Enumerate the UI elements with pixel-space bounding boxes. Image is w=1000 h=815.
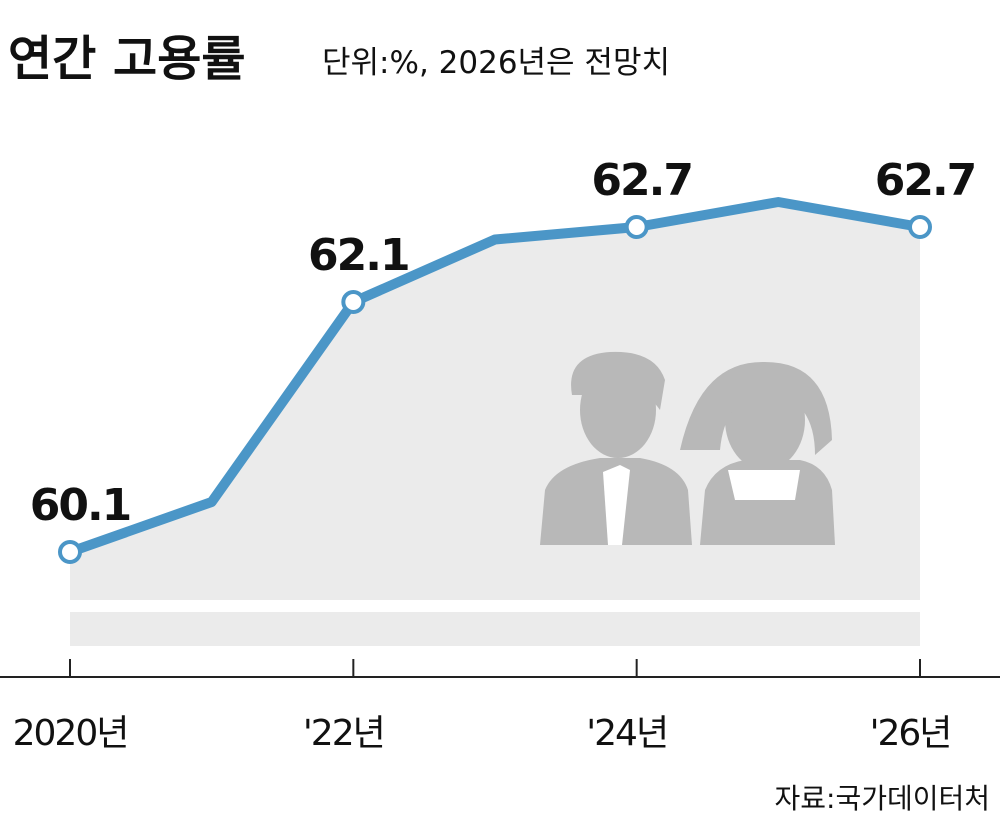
x-tick-label: '26년	[870, 713, 951, 754]
point	[341, 290, 366, 314]
man-hair	[571, 351, 665, 410]
woman-collar	[728, 470, 800, 500]
x-tick-label: '22년	[303, 713, 384, 754]
chart-subtitle: 단위:%, 2026년은 전망치	[322, 45, 670, 81]
point	[58, 540, 82, 564]
data-label: 62.1	[308, 230, 409, 281]
source: 자료:국가데이터처	[774, 782, 990, 815]
chart-title: 연간 고용률	[8, 31, 246, 87]
data-label: 62.7	[875, 155, 976, 206]
man-tie	[603, 465, 630, 545]
woman-hair	[680, 361, 832, 455]
data-label: 60.1	[30, 480, 131, 531]
plot: 2020년 '22년 '24년 '26년 60.1 62.1 62.7 62.7	[0, 155, 1000, 754]
lower-band	[70, 612, 920, 646]
point	[624, 215, 649, 239]
people-icon	[540, 351, 835, 545]
point	[908, 215, 932, 239]
data-label: 62.7	[591, 155, 692, 206]
x-tick-label: '24년	[586, 713, 667, 754]
line	[68, 197, 921, 557]
x-tick-label: 2020년	[13, 713, 128, 754]
